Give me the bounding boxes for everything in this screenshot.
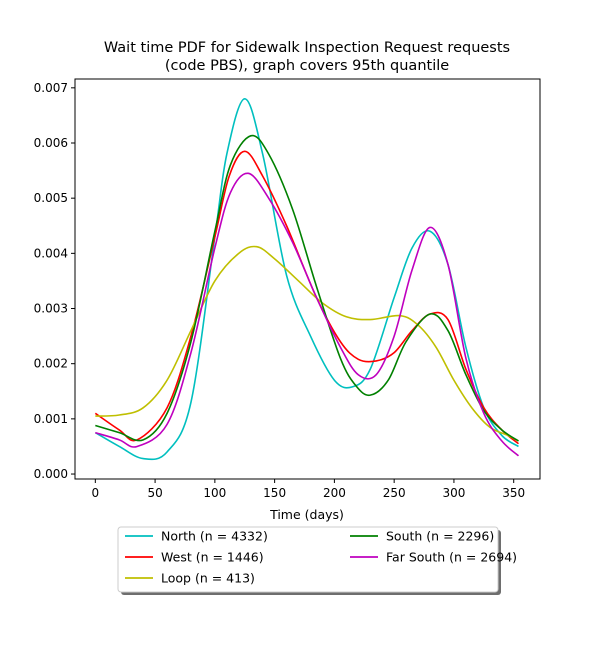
- plot-frame: [74, 78, 541, 480]
- legend-label-2: Loop (n = 413): [161, 571, 255, 586]
- chart-title: Wait time PDF for Sidewalk Inspection Re…: [104, 40, 510, 74]
- y-axis: 0.000 0.001 0.002 0.003 0.004 0.005 0.006 0.007: [34, 81, 75, 481]
- legend-items: North (n = 4332) West (n = 1446) Loop (n =…: [125, 529, 517, 586]
- series-line-4: [95, 172, 520, 457]
- x-tick-label-5: 250: [383, 486, 406, 500]
- y-tick-label-4: 0.004: [34, 246, 68, 260]
- chart-title-line-2: (code PBS), graph covers 95th quantile: [165, 58, 449, 74]
- x-tick-label-3: 150: [263, 486, 286, 500]
- y-tick-label-7: 0.007: [34, 81, 68, 95]
- x-axis-label: Time (days): [269, 507, 344, 522]
- y-tick-label-5: 0.005: [34, 191, 68, 205]
- x-tick-label-4: 200: [323, 486, 346, 500]
- y-tick-label-1: 0.001: [34, 412, 68, 426]
- x-tick-label-1: 50: [147, 486, 162, 500]
- plot-area: [75, 79, 540, 479]
- legend-label-3: South (n = 2296): [386, 529, 494, 544]
- y-tick-label-2: 0.002: [34, 357, 68, 371]
- x-tick-label-7: 350: [502, 486, 525, 500]
- y-tick-label-3: 0.003: [34, 302, 68, 316]
- y-tick-label-0: 0.000: [34, 467, 68, 481]
- legend-label-4: Far South (n = 2694): [386, 550, 517, 565]
- legend-label-0: North (n = 4332): [161, 529, 268, 544]
- series-line-3: [95, 134, 519, 442]
- legend: North (n = 4332) West (n = 1446) Loop (n =…: [117, 526, 517, 595]
- chart-title-line-1: Wait time PDF for Sidewalk Inspection Re…: [104, 40, 510, 56]
- x-tick-label-6: 300: [442, 486, 465, 500]
- legend-box: [117, 526, 499, 593]
- legend-label-1: West (n = 1446): [161, 550, 264, 565]
- x-tick-label-2: 100: [203, 486, 226, 500]
- y-tick-label-6: 0.006: [34, 136, 68, 150]
- series-layer: [94, 98, 520, 461]
- x-tick-label-0: 0: [92, 486, 100, 500]
- x-axis: 0 50 100 150 200 250 300 350: [92, 479, 525, 500]
